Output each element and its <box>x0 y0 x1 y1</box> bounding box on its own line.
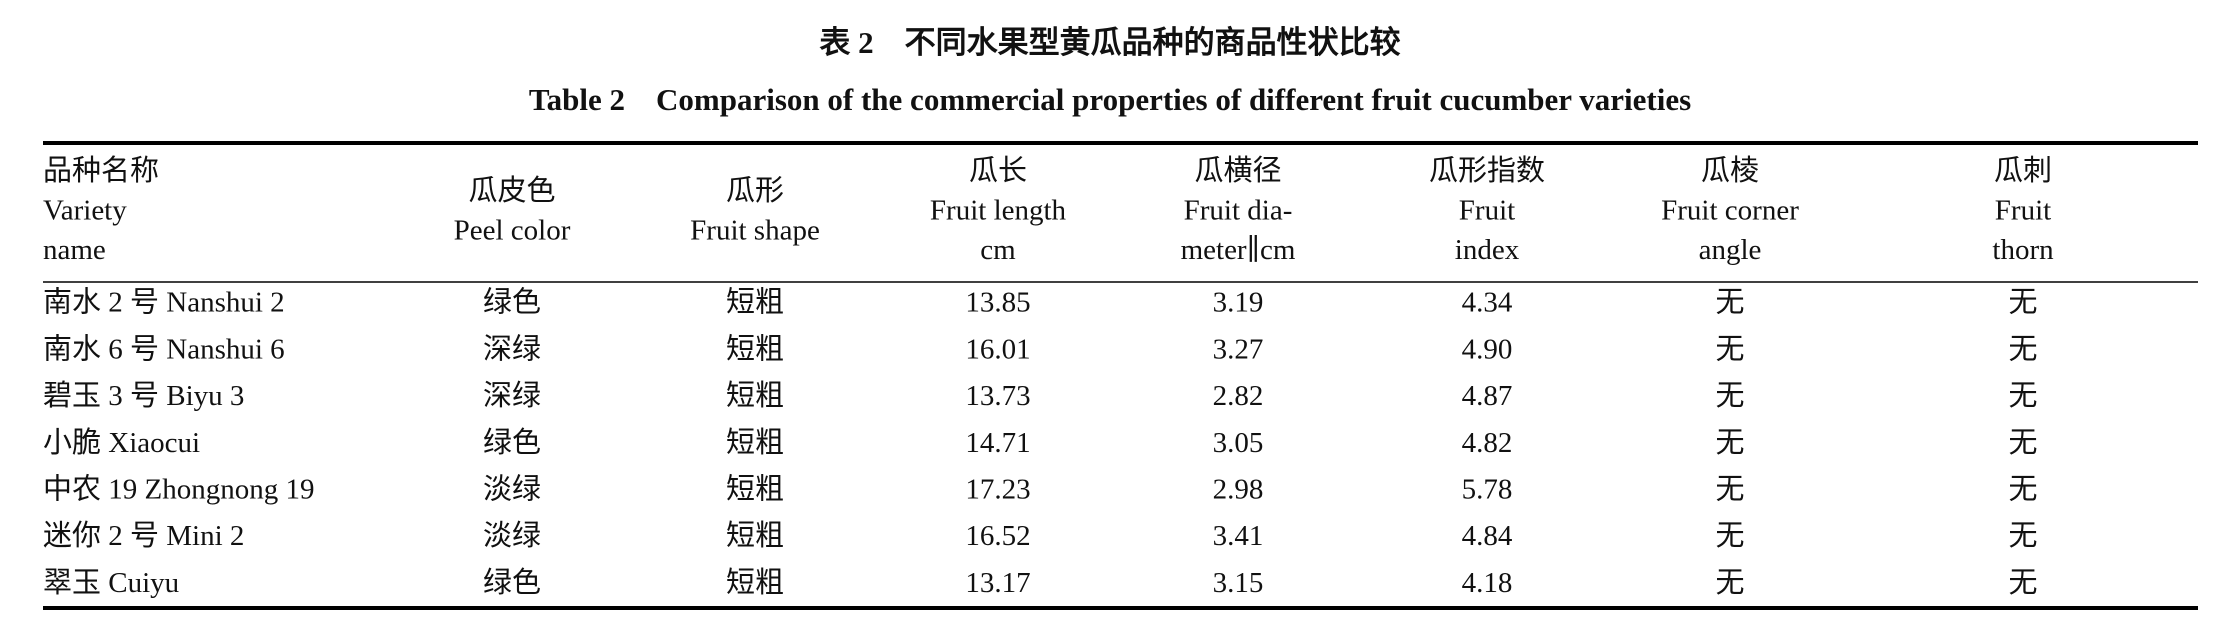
table-cell: 淡绿 <box>483 472 541 505</box>
header-cell: cm <box>980 234 1016 266</box>
table-cell: 无 <box>2008 520 2037 552</box>
table-cell: 3.27 <box>1213 333 1264 365</box>
header-cell: meter∥cm <box>1181 234 1296 266</box>
table-cell: 短粗 <box>726 332 784 365</box>
table-cell: 南水 6 号 Nanshui 6 <box>43 332 285 365</box>
table-cell: 无 <box>1715 287 1744 319</box>
header-cell: Fruit <box>1995 195 2051 227</box>
table-cell: 翠玉 Cuiyu <box>43 567 179 599</box>
table-cell: 无 <box>1715 380 1744 412</box>
table-cell: 碧玉 3 号 Biyu 3 <box>43 379 244 412</box>
table-cell: 3.19 <box>1213 287 1264 319</box>
table-cell: 绿色 <box>483 426 541 459</box>
table-cell: 中农 19 Zhongnong 19 <box>43 472 314 505</box>
header-cell: name <box>43 234 106 266</box>
table-cell: 13.17 <box>965 567 1030 599</box>
table-cell: 4.90 <box>1462 333 1513 365</box>
table-cell: 无 <box>1715 473 1744 505</box>
table-cell: 4.18 <box>1462 567 1513 599</box>
table-cell: 淡绿 <box>483 519 541 552</box>
table-cell: 无 <box>1715 333 1744 365</box>
table-cell: 绿色 <box>483 566 541 599</box>
header-cell: 瓜刺 <box>1994 155 2052 187</box>
table-cell: 16.01 <box>965 333 1030 365</box>
table-cell: 5.78 <box>1462 473 1513 505</box>
header-cell: 瓜横径 <box>1194 154 1281 187</box>
table-cell: 3.41 <box>1213 520 1264 552</box>
table-cell: 无 <box>1715 567 1744 599</box>
header-cell: Variety <box>43 195 127 227</box>
header-cell: Fruit corner <box>1661 195 1799 227</box>
header-cell: Fruit shape <box>690 214 820 246</box>
title-en: Table 2 Comparison of the commercial pro… <box>529 82 1691 117</box>
table-cell: 13.85 <box>965 287 1030 319</box>
table-cell: 绿色 <box>483 286 541 319</box>
table-cell: 无 <box>2008 473 2037 505</box>
header-cell: Fruit length <box>930 195 1067 227</box>
header-cell: 品种名称 <box>43 154 159 187</box>
header-cell: Peel color <box>454 214 571 246</box>
table-cell: 16.52 <box>965 520 1030 552</box>
table-cell: 小脆 Xiaocui <box>43 426 200 459</box>
table-cell: 短粗 <box>726 566 784 599</box>
table-cell: 南水 2 号 Nanshui 2 <box>43 286 285 319</box>
header-cell: Fruit <box>1459 195 1515 227</box>
table-cell: 短粗 <box>726 379 784 412</box>
table-cell: 无 <box>2008 287 2037 319</box>
table-cell: 17.23 <box>965 473 1030 505</box>
header-cell: 瓜形指数 <box>1429 154 1545 187</box>
header-cell: 瓜形 <box>726 175 784 207</box>
table-cell: 短粗 <box>726 472 784 505</box>
header-cell: 瓜皮色 <box>468 174 555 207</box>
table-cell: 无 <box>2008 567 2037 599</box>
table-cell: 无 <box>1715 520 1744 552</box>
title-cn: 表 2 不同水果型黄瓜品种的商品性状比较 <box>819 25 1400 60</box>
table-cell: 4.87 <box>1462 380 1513 412</box>
table-cell: 3.05 <box>1213 427 1264 459</box>
header-cell: 瓜长 <box>969 154 1027 187</box>
table-cell: 无 <box>2008 333 2037 365</box>
table-cell: 2.82 <box>1213 380 1264 412</box>
table-cell: 深绿 <box>483 379 541 412</box>
table-cell: 短粗 <box>726 426 784 459</box>
table-cell: 短粗 <box>726 519 784 552</box>
header-cell: Fruit dia- <box>1184 195 1293 227</box>
table-cell: 无 <box>2008 427 2037 459</box>
table-cell: 2.98 <box>1213 473 1264 505</box>
header-cell: thorn <box>1992 234 2054 266</box>
table-cell: 深绿 <box>483 332 541 365</box>
table-cell: 迷你 2 号 Mini 2 <box>43 519 244 552</box>
table-cell: 短粗 <box>726 286 784 319</box>
table-cell: 4.34 <box>1462 287 1513 319</box>
header-cell: 瓜棱 <box>1701 154 1759 187</box>
table-cell: 无 <box>1715 427 1744 459</box>
table-cell: 13.73 <box>965 380 1030 412</box>
table-cell: 无 <box>2008 380 2037 412</box>
header-cell: angle <box>1699 234 1762 266</box>
table-cell: 3.15 <box>1213 567 1264 599</box>
table-cell: 4.84 <box>1462 520 1513 552</box>
header-cell: index <box>1455 234 1520 266</box>
table-cell: 14.71 <box>965 427 1030 459</box>
table-cell: 4.82 <box>1462 427 1513 459</box>
